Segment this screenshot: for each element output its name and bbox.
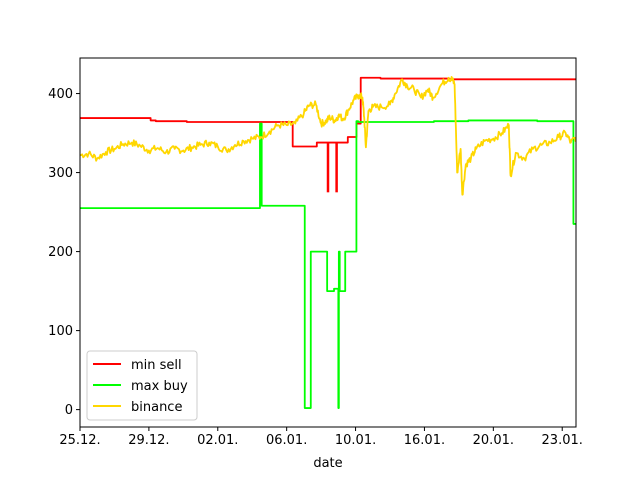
x-tick-label: 06.01. [266, 433, 307, 448]
y-tick-label: 400 [48, 87, 73, 102]
x-tick-label: 25.12. [59, 433, 100, 448]
x-tick-label: 02.01. [197, 433, 238, 448]
y-tick-label: 100 [48, 324, 73, 339]
legend: min sell max buy binance [86, 350, 198, 421]
y-tick-label: 200 [48, 245, 73, 260]
x-axis-title: date [313, 456, 342, 471]
legend-label-binance: binance [131, 400, 182, 415]
legend-label-max-buy: max buy [131, 379, 188, 394]
series-layer [80, 75, 576, 409]
plot-frame [79, 57, 577, 428]
x-tick-label: 10.01. [335, 433, 376, 448]
series-line-binance [80, 75, 576, 196]
x-tick-label: 29.12. [128, 433, 169, 448]
y-tick-label: 300 [48, 166, 73, 181]
series-line-max-buy [80, 119, 576, 409]
legend-label-min-sell: min sell [131, 358, 182, 373]
x-tick-label: 16.01. [404, 433, 445, 448]
x-tick-label: 23.01. [542, 433, 583, 448]
legend-box [86, 350, 198, 421]
y-tick-label: 0 [65, 403, 73, 418]
x-tick-label: 20.01. [473, 433, 514, 448]
y-axis: 0 100 200 300 400 [48, 87, 80, 418]
series-line-min-sell [80, 76, 576, 148]
x-axis: 25.12. 29.12. 02.01. 06.01. 10.01. 16.01. 20.0… [59, 427, 583, 448]
